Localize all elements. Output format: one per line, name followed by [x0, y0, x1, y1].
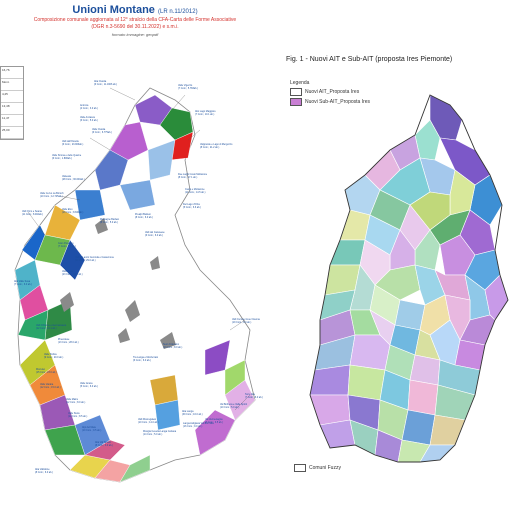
svg-text:Alta Val Tanaro(8 Com.; 3.0 ab: Alta Val Tanaro (8 Com.; 3.0 ab.)	[95, 441, 113, 447]
svg-text:Tra Langa e Monferrato(6 Com.;: Tra Langa e Monferrato (6 Com.; 6.0 ab.)	[133, 356, 159, 362]
legend-row-sub-ait: Nuovi Sub-AIT_Proposta Ires	[290, 98, 370, 106]
svg-text:Suol d'Aleramo(13 Com.; 8.0 ab: Suol d'Aleramo (13 Com.; 8.0 ab.)	[163, 343, 182, 349]
left-map-format-note: formato immagine: geopdf	[111, 31, 159, 37]
legend-label-ait: Nuovi AIT_Proposta Ires	[305, 89, 360, 95]
svg-text:Valle Strona e delle Quarne(6: Valle Strona e delle Quarne (6 Com.; 1.80…	[52, 154, 82, 160]
figure-title: Fig. 1 - Nuovi AIT e Sub-AIT (proposta I…	[286, 56, 453, 63]
right-map-panel: Fig. 1 - Nuovi AIT e Sub-AIT (proposta I…	[280, 0, 510, 510]
svg-text:Pinerolese(13 Com.; 28.0 ab.): Pinerolese (13 Com.; 28.0 ab.)	[58, 338, 79, 344]
svg-text:Valli Monregalesi(10 Com.; 14.: Valli Monregalesi (10 Com.; 14.0 ab.)	[138, 418, 159, 424]
svg-text:Antrona(4 Com.; 3.0 ab.): Antrona (4 Com.; 3.0 ab.)	[80, 104, 98, 110]
svg-text:Valli del Canavese(6 Com.; 6.0: Valli del Canavese (6 Com.; 6.0 ab.)	[145, 231, 165, 237]
svg-text:Alta Valle Susa(7 Com.; 6.0 ab: Alta Valle Susa (7 Com.; 6.0 ab.)	[14, 280, 32, 286]
left-legend-value: 13,48	[1, 103, 23, 115]
left-legend-value: 25,00	[1, 127, 23, 139]
legend-label-sub-ait: Nuovi Sub-AIT_Proposta Ires	[305, 99, 371, 105]
svg-text:Monviso(15 Com.; 23.0 ab.): Monviso (15 Com.; 23.0 ab.)	[36, 368, 57, 374]
svg-text:Valli dell'Ossola(6 Com.; 23.9: Valli dell'Ossola (6 Com.; 23.906ab.)	[62, 140, 83, 146]
svg-text:Valsesia(28 Com.; 36.000ab.): Valsesia (28 Com.; 36.000ab.)	[62, 175, 85, 181]
svg-text:Valli Curone Grue Ossona(19 Co: Valli Curone Grue Ossona (19 Com.; 9.0 ab…	[232, 318, 260, 324]
left-map-title-ref: (LR n.11/2012)	[157, 9, 198, 15]
svg-text:Valgrande e Lago di Mergozzo(8: Valgrande e Lago di Mergozzo (8 Com.; 21.…	[200, 143, 233, 149]
svg-text:Alta Langa(39 Com.; 16.0 ab.): Alta Langa (39 Com.; 16.0 ab.)	[182, 410, 203, 416]
union-labels: Alta Ossola (6 Com.; 11.1906 ab.) Valle V…	[14, 80, 263, 474]
footer-legend-label: Comuni Fuzzy	[309, 465, 341, 471]
svg-text:Valle Anzasca(6 Com.; 5.0 ab.): Valle Anzasca (6 Com.; 5.0 ab.)	[80, 116, 98, 122]
svg-text:Valle Cervo La Bürsch(10 Com.;: Valle Cervo La Bürsch (10 Com.; 12.725ab.…	[40, 192, 64, 198]
svg-text:Valle Elvo(10 Com.; 8.840ab.): Valle Elvo (10 Com.; 8.840ab.)	[62, 208, 83, 214]
svg-text:Del Lago d'Orta(5 Com.; 6.6 ab: Del Lago d'Orta (5 Com.; 6.6 ab.)	[183, 203, 201, 209]
svg-text:Valle Susa(23 Com.; 60.0 ab.): Valle Susa (23 Com.; 60.0 ab.)	[62, 270, 83, 276]
left-title-block: Unioni Montane (LR n.11/2012) Composizio…	[0, 4, 270, 37]
legend-swatch-sub-ait	[290, 98, 302, 106]
svg-text:Gran Paradiso(7 Com.; 7.3 ab.): Gran Paradiso (7 Com.; 7.3 ab.)	[58, 242, 76, 248]
svg-text:Mongia Cevetta Langa Cebana(14: Mongia Cevetta Langa Cebana (14 Com.; 5.0…	[143, 430, 177, 436]
left-legend-value: 4,25	[1, 91, 23, 103]
svg-text:Prealpi Biellesi(8 Com.; 6.0 a: Prealpi Biellesi (8 Com.; 6.0 ab.)	[135, 213, 153, 219]
left-map-title: Unioni Montane (LR n.11/2012)	[0, 4, 270, 16]
footer-legend-swatch	[294, 464, 306, 472]
svg-text:Terre Alte(7 Com.; 6.0 ab.): Terre Alte (7 Com.; 6.0 ab.)	[245, 393, 263, 399]
svg-text:Val Vermenagna(3 Com.; 3.5 ab.: Val Vermenagna (3 Com.; 3.5 ab.)	[205, 418, 223, 424]
svg-text:Langa Astigiana Val Bormida(16: Langa Astigiana Val Bormida (16 Com.; 9.0…	[183, 422, 214, 428]
svg-text:Alta Ossola(6 Com.; 11.1906 ab: Alta Ossola (6 Com.; 11.1906 ab.)	[94, 80, 117, 86]
svg-text:Valli di Lanzo Ceronda e Caste: Valli di Lanzo Ceronda e Casternone (19 C…	[75, 256, 115, 262]
svg-text:Valli Orco e Soana(11 Com.; 8.: Valli Orco e Soana (11 Com.; 8.492ab.)	[22, 210, 43, 216]
left-map-title-text: Unioni Montane	[72, 4, 155, 16]
piemonte-ait-outline	[309, 94, 509, 463]
footer-legend: Comuni Fuzzy	[294, 464, 341, 472]
svg-text:Montagne Biellesi(8 Com.; 5.0: Montagne Biellesi (8 Com.; 5.0 ab.)	[100, 218, 119, 224]
left-legend-value: 16,76	[1, 67, 23, 79]
svg-text:Cusio e Mottarone(11 Com.; 14.: Cusio e Mottarone (11 Com.; 14.5 ab.)	[185, 188, 206, 194]
left-map-legend: 16,76 Mont. 4,25 13,48 11,47 25,00	[0, 66, 24, 140]
legend-row-ait: Nuovi AIT_Proposta Ires	[290, 88, 370, 96]
svg-text:Valle Vigezzo(7 Com.; 5.783ab.: Valle Vigezzo (7 Com.; 5.783ab.)	[178, 84, 198, 90]
left-legend-value: Mont.	[1, 79, 23, 91]
left-map-panel: Unioni Montane (LR n.11/2012) Composizio…	[0, 4, 270, 483]
svg-text:Valle Grana(5 Com.; 6.0 ab.): Valle Grana (5 Com.; 6.0 ab.)	[80, 382, 98, 388]
svg-text:Valle Pellice(9 Com.; 20.0 ab.: Valle Pellice (9 Com.; 20.0 ab.)	[44, 353, 63, 359]
svg-text:Valle Stura(12 Com.; 8.5 ab.): Valle Stura (12 Com.; 8.5 ab.)	[68, 412, 87, 418]
union-regions	[14, 94, 256, 483]
right-map-legend: Legenda Nuovi AIT_Proposta Ires Nuovi Su…	[290, 80, 370, 108]
legend-title: Legenda	[290, 80, 310, 86]
svg-text:Alta Valtidone(8 Com.; 6.0 ab.: Alta Valtidone (8 Com.; 6.0 ab.)	[35, 468, 53, 474]
left-map-subtitle-2: (DGR n.3-5690 del 30.11.2022) e s.m.i.	[91, 24, 179, 31]
svg-text:Val Borbera e Valle Spinti(10: Val Borbera e Valle Spinti (10 Com.; 5.0 …	[220, 403, 247, 409]
svg-text:Valle Varaita(12 Com.; 15.0 ab: Valle Varaita (12 Com.; 15.0 ab.)	[40, 383, 61, 389]
left-legend-value: 11,47	[1, 115, 23, 127]
svg-text:Valle Ossola(6 Com.; 6.775ab.): Valle Ossola (6 Com.; 6.775ab.)	[92, 128, 112, 134]
ait-regions	[309, 94, 509, 463]
svg-text:Due Laghi Cusio Mottarone(8 Co: Due Laghi Cusio Mottarone (8 Com.; 17.1 a…	[178, 173, 208, 179]
svg-text:Alpi del Mare(10 Com.; 9.5 ab.: Alpi del Mare (10 Com.; 9.5 ab.)	[82, 426, 101, 432]
svg-text:Alto Lago Maggiore(7 Com.; 10.: Alto Lago Maggiore (7 Com.; 10.1 ab.)	[195, 110, 216, 116]
left-map-subtitle-1: Composizione comunale aggiornata al 12° …	[33, 17, 237, 23]
ait-map	[309, 94, 509, 463]
svg-text:Valli Chisone e Germanasca(12: Valli Chisone e Germanasca (12 Com.; 10.1…	[36, 324, 67, 330]
union-montane-map: Alta Ossola (6 Com.; 11.1906 ab.) Valle V…	[14, 80, 263, 483]
legend-swatch-ait	[290, 88, 302, 96]
svg-text:Valle Maira(12 Com.; 8.0 ab.): Valle Maira (12 Com.; 8.0 ab.)	[66, 398, 85, 404]
grey-marker-clusters	[60, 218, 176, 349]
